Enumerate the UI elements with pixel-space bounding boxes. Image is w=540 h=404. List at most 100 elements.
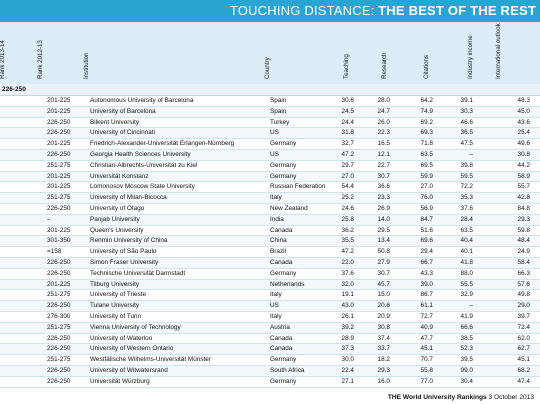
cell-country: Germany [270,377,297,385]
cell-country: Brazil [270,248,286,256]
cell-research: 24.7 [377,107,390,115]
header-research: Research [381,52,388,79]
cell-country: Canada [270,258,293,266]
cell-rank-2012-13: 201-225 [47,172,71,180]
cell-country: China [270,237,287,245]
cell-rank-2012-13: 251-275 [47,356,71,364]
cell-rank-2012-13: 251-275 [47,291,71,299]
table-row: 201-225 University of Barcelona Spain 24.5 2… [0,106,540,118]
cell-institution: University of Waterloo [90,334,153,342]
cell-rank-2012-13: 226-250 [47,204,71,212]
cell-research: 18.2 [377,356,390,364]
cell-industry-income: 66.6 [460,323,473,331]
cell-industry-income: 59.5 [460,172,473,180]
cell-international-outlook: 58.9 [517,172,530,180]
cell-country: Germany [270,269,297,277]
table-row: 201-225 Friedrich-Alexander-Universität E… [0,139,540,150]
cell-institution: Vienna University of Technology [90,323,181,331]
cell-international-outlook: 55.7 [517,183,530,191]
table-row: 201-225 Autonomous University of Barcelon… [0,96,540,107]
cell-rank-2012-13: 226-250 [47,118,71,126]
cell-international-outlook: 47.4 [517,377,530,385]
cell-international-outlook: 66.3 [517,269,530,277]
cell-citations: 69.3 [420,129,433,137]
cell-teaching: 29.7 [341,161,354,169]
cell-rank-2012-13: 276-300 [47,312,71,320]
table-row: 201-225 Tilburg University Netherlands 32.0… [0,279,540,291]
cell-industry-income: 72.2 [460,183,473,191]
cell-industry-income: 39.8 [460,161,473,169]
cell-industry-income: 52.3 [460,345,473,353]
cell-teaching: 32.0 [341,280,354,288]
cell-country: Spain [270,107,287,115]
cell-rank-2012-13: 201-225 [47,107,71,115]
footer-source: THE World University Rankings [387,394,487,401]
cell-research: 20.9 [377,312,390,320]
cell-teaching: 36.2 [341,226,354,234]
cell-rank-2012-13: 226-250 [47,377,71,385]
cell-country: Russian Federation [270,183,326,191]
cell-rank-2012-13: 226-250 [47,258,71,266]
cell-citations: 72.7 [420,312,433,320]
cell-institution: University of São Paulo [90,248,157,256]
cell-research: 30.7 [377,269,390,277]
cell-citations: 59.9 [420,172,433,180]
cell-citations: 69.6 [420,237,433,245]
cell-institution: University of Otago [90,204,145,212]
cell-research: 16.5 [377,140,390,148]
cell-research: 26.0 [377,118,390,126]
table-row: 276-300 University of Turin Italy 26.1 20.9 7… [0,312,540,323]
cell-citations: 56.9 [420,204,433,212]
cell-rank-2012-13: 201-225 [47,140,71,148]
header-institution: Institution [83,52,90,79]
cell-industry-income: 32.9 [460,291,473,299]
cell-rank-2012-13: 251-275 [47,161,71,169]
cell-industry-income: 38.5 [460,334,473,342]
cell-citations: 27.0 [420,183,433,191]
cell-research: 15.0 [377,291,390,299]
header-teaching: Teaching [343,54,350,79]
cell-citations: 76.0 [420,194,433,202]
table-row: 226-250 Simon Fraser University Canada 22.0… [0,257,540,269]
cell-citations: 55.8 [420,366,433,374]
cell-teaching: 39.2 [341,323,354,331]
cell-rank-2012-13: 226-250 [47,334,71,342]
cell-international-outlook: 72.4 [517,323,530,331]
cell-industry-income: 37.6 [460,204,473,212]
cell-citations: 29.4 [420,248,433,256]
table-body: 201-225 Autonomous University of Barcelon… [0,96,540,388]
table-row: 201-225 Queen's University Canada 36.2 29.5 5… [0,226,540,237]
cell-institution: Tilburg University [90,280,140,288]
section-band: 226-250 [0,84,540,96]
cell-institution: Panjab University [90,215,140,223]
cell-teaching: 35.5 [341,237,354,245]
cell-teaching: 24.5 [341,107,354,115]
cell-research: 16.0 [377,377,390,385]
cell-citations: 64.2 [420,97,433,104]
cell-teaching: 37.6 [341,269,354,277]
table-row: 301-350 Renmin University of China China 35… [0,236,540,248]
cell-rank-2012-13: 251-275 [47,194,71,202]
cell-country: Spain [270,97,287,104]
table-row: 251-275 University of Milan-Bicocca Italy 2… [0,193,540,204]
cell-teaching: 47.2 [341,248,354,256]
cell-teaching: 32.7 [341,140,354,148]
cell-research: 28.0 [377,97,390,104]
cell-rank-2012-13: 301-350 [47,237,71,245]
table-row: 251-275 Christian-Albrechts-Universität z… [0,161,540,172]
cell-country: Italy [270,194,282,202]
cell-teaching: 31.8 [341,129,354,137]
cell-teaching: 30.0 [341,356,354,364]
header-country: Country [264,57,271,79]
table-row: 226-250 Georgia Health Sciences Universit… [0,149,540,161]
cell-teaching: 27.0 [341,172,354,180]
cell-international-outlook: 68.2 [517,366,530,374]
cell-institution: University of Milan-Bicocca [90,194,167,202]
cell-industry-income: 41.9 [460,312,473,320]
cell-citations: 39.0 [420,280,433,288]
cell-country: Italy [270,291,282,299]
cell-rank-2012-13: 251-275 [47,323,71,331]
cell-international-outlook: 39.7 [517,312,530,320]
header-rank-2012-13: Rank 2012-13 [37,40,44,79]
cell-institution: Universität Würzburg [90,377,150,385]
